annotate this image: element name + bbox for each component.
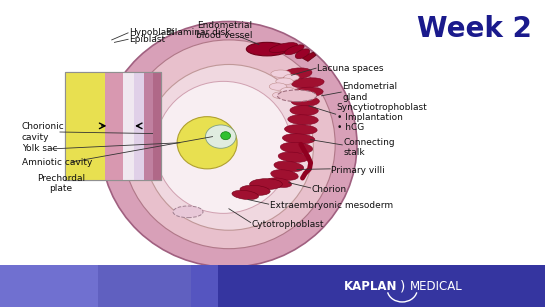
Ellipse shape — [284, 74, 299, 80]
Polygon shape — [302, 52, 316, 61]
Ellipse shape — [155, 81, 292, 213]
Text: Epiblast: Epiblast — [129, 35, 165, 44]
Ellipse shape — [280, 142, 313, 154]
Bar — [0, 265, 545, 307]
Text: ): ) — [399, 279, 405, 293]
Ellipse shape — [177, 117, 237, 169]
Ellipse shape — [274, 161, 304, 172]
Ellipse shape — [284, 125, 317, 134]
Bar — [65, 72, 161, 180]
Ellipse shape — [144, 64, 313, 230]
Ellipse shape — [232, 190, 258, 200]
Ellipse shape — [290, 106, 318, 115]
Bar — [0, 265, 218, 307]
Text: Endometrial
blood vessel: Endometrial blood vessel — [196, 21, 253, 41]
Ellipse shape — [173, 206, 203, 218]
Text: Primary villi: Primary villi — [331, 166, 385, 176]
Ellipse shape — [278, 152, 308, 162]
Bar — [134, 72, 144, 180]
Ellipse shape — [250, 179, 282, 190]
Text: Endometrial
gland: Endometrial gland — [342, 82, 397, 102]
Text: Week 2: Week 2 — [417, 15, 531, 43]
Ellipse shape — [276, 78, 293, 85]
Bar — [65, 72, 106, 180]
Text: MEDICAL: MEDICAL — [410, 279, 463, 293]
Ellipse shape — [295, 49, 310, 59]
Ellipse shape — [288, 115, 318, 125]
Ellipse shape — [240, 185, 270, 195]
Ellipse shape — [267, 178, 292, 188]
Ellipse shape — [271, 170, 298, 180]
Bar — [0, 265, 98, 307]
Ellipse shape — [272, 92, 289, 99]
Text: Chorionic
cavity: Chorionic cavity — [22, 122, 64, 142]
Ellipse shape — [269, 83, 287, 90]
Ellipse shape — [277, 90, 317, 102]
Text: Syncytiotrophoblast
• Implantation
• hCG: Syncytiotrophoblast • Implantation • hCG — [337, 103, 428, 133]
Bar — [123, 72, 134, 180]
Bar — [106, 72, 123, 180]
Text: Extraembryonic mesoderm: Extraembryonic mesoderm — [270, 201, 393, 210]
Ellipse shape — [281, 87, 295, 94]
Ellipse shape — [221, 132, 231, 140]
Ellipse shape — [205, 125, 236, 148]
Ellipse shape — [282, 134, 315, 144]
Text: Amniotic cavity: Amniotic cavity — [22, 157, 92, 167]
Ellipse shape — [101, 21, 357, 267]
Text: Bilaminar disk: Bilaminar disk — [166, 28, 231, 37]
Ellipse shape — [282, 68, 312, 80]
Ellipse shape — [271, 70, 290, 77]
Text: Prechordal
plate: Prechordal plate — [37, 174, 85, 193]
Ellipse shape — [246, 42, 288, 56]
Ellipse shape — [292, 78, 324, 88]
Text: Lacuna spaces: Lacuna spaces — [317, 64, 384, 73]
Text: Connecting
stalk: Connecting stalk — [343, 138, 395, 157]
Ellipse shape — [291, 96, 319, 106]
Ellipse shape — [269, 43, 298, 52]
Bar — [144, 72, 153, 180]
Ellipse shape — [293, 87, 323, 97]
Text: Hypoblast: Hypoblast — [129, 28, 174, 37]
Bar — [0, 265, 191, 307]
Ellipse shape — [123, 40, 335, 249]
Text: KAPLAN: KAPLAN — [344, 279, 398, 293]
Text: Cytotrophoblast: Cytotrophoblast — [252, 220, 324, 229]
Bar — [153, 72, 161, 180]
Ellipse shape — [284, 45, 304, 55]
Text: Yolk sac: Yolk sac — [22, 144, 57, 154]
Text: Chorion: Chorion — [312, 185, 347, 194]
